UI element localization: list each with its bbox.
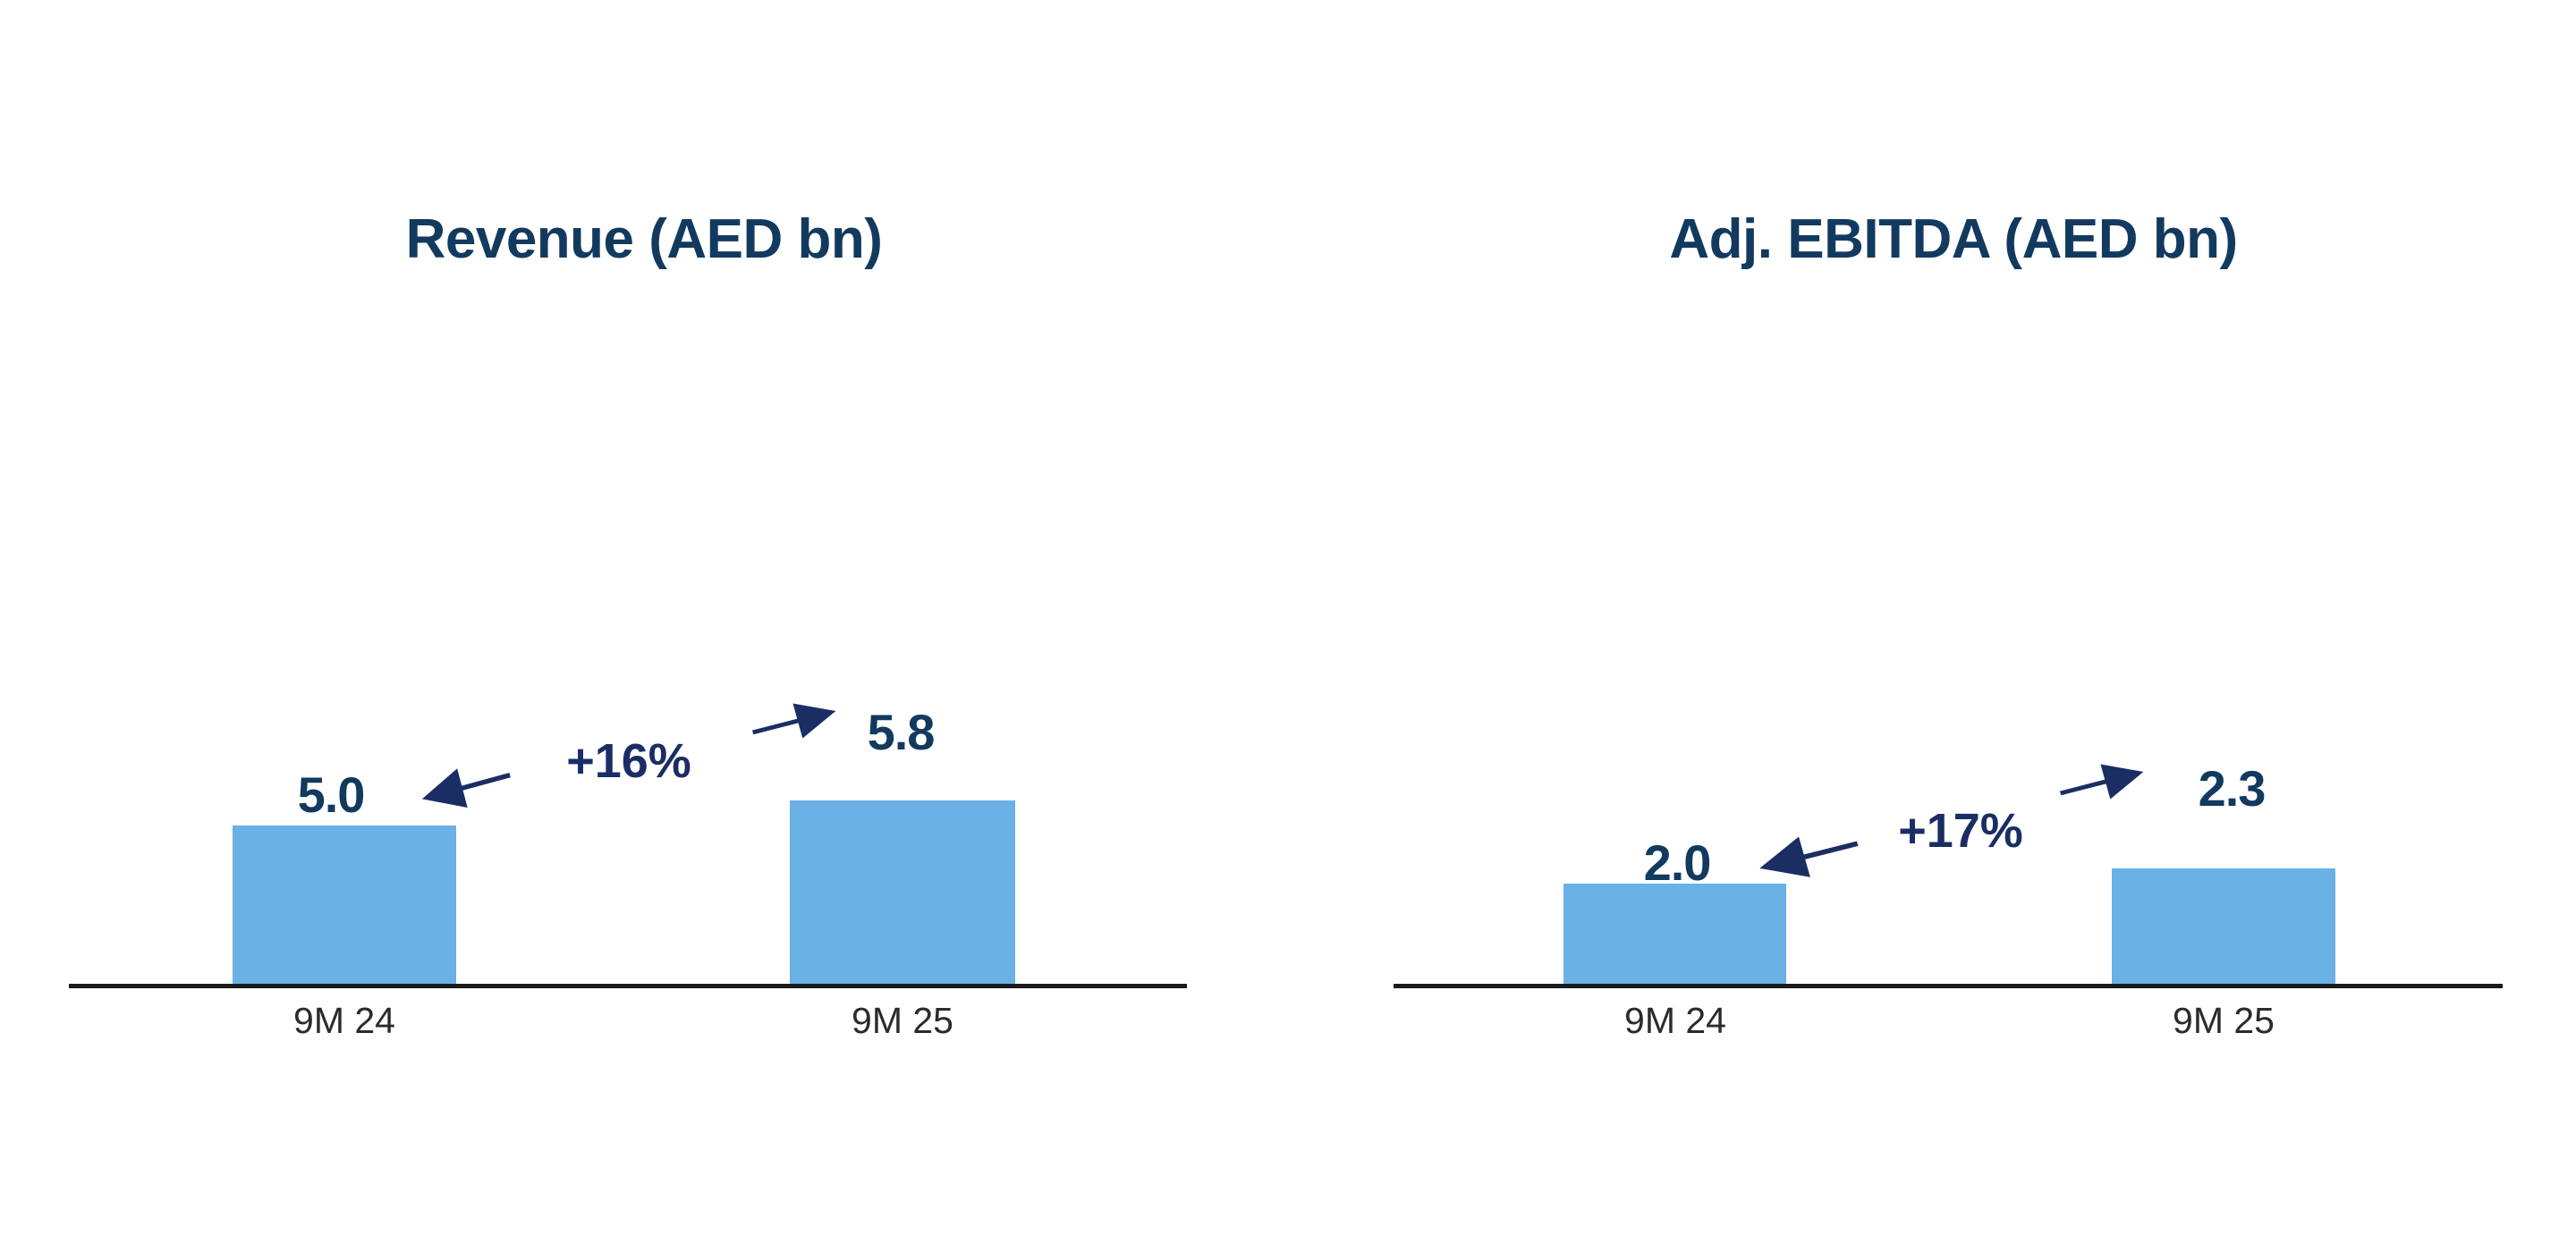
bar-9m25 bbox=[790, 800, 1015, 985]
x-tick-label: 9M 25 bbox=[2173, 1000, 2275, 1041]
growth-arrow-right-icon bbox=[751, 703, 836, 739]
x-axis bbox=[69, 984, 1187, 988]
bar-9m24 bbox=[1563, 884, 1786, 985]
growth-arrow-left-icon bbox=[1759, 836, 1859, 877]
bar-value-label: 5.8 bbox=[867, 704, 936, 760]
bar-value-label: 2.0 bbox=[1643, 834, 1712, 891]
growth-percent-label: +17% bbox=[1898, 804, 2023, 858]
x-tick-label: 9M 24 bbox=[1624, 1000, 1726, 1041]
chart-title: Adj. EBITDA (AED bn) bbox=[1669, 208, 2238, 270]
bar-9m25 bbox=[2112, 868, 2335, 985]
growth-arrow-left-icon bbox=[421, 768, 511, 808]
bar-value-label: 2.3 bbox=[2198, 760, 2267, 817]
bar-value-label: 5.0 bbox=[297, 766, 366, 823]
growth-arrow-right-icon bbox=[2059, 764, 2144, 800]
growth-percent-label: +16% bbox=[566, 734, 691, 788]
chart-title: Revenue (AED bn) bbox=[405, 208, 883, 270]
bar-9m24 bbox=[233, 825, 456, 985]
x-tick-label: 9M 25 bbox=[852, 1000, 953, 1041]
adj-ebitda-chart: Adj. EBITDA (AED bn) 2.0 +17% 2.3 9M 24 … bbox=[1288, 0, 2576, 1236]
x-axis bbox=[1394, 984, 2503, 988]
x-tick-label: 9M 24 bbox=[293, 1000, 395, 1041]
revenue-chart: Revenue (AED bn) 5.0 +16% 5.8 9M 24 9M 2… bbox=[69, 208, 1187, 1041]
